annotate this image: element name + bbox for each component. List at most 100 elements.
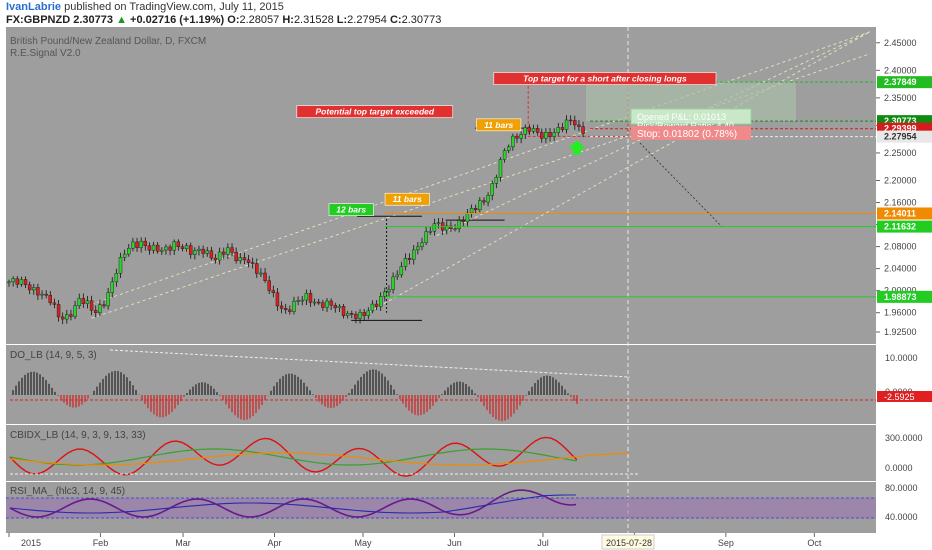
candle-down[interactable] [69, 314, 73, 317]
price-axis[interactable] [876, 27, 932, 533]
candle-up[interactable] [395, 274, 399, 278]
candle-up[interactable] [358, 312, 362, 319]
candle-down[interactable] [350, 313, 354, 315]
candle-down[interactable] [263, 272, 267, 281]
candle-up[interactable] [312, 301, 317, 304]
candle-down[interactable] [52, 302, 57, 305]
candle-down[interactable] [540, 132, 544, 139]
candle-up[interactable] [193, 250, 197, 255]
candle-up[interactable] [416, 246, 420, 251]
candle-down[interactable] [515, 135, 519, 139]
candle-up[interactable] [498, 159, 503, 178]
projection-arrow[interactable] [639, 142, 723, 228]
candle-up[interactable] [197, 248, 201, 251]
candle-up[interactable] [32, 287, 36, 291]
candle-up[interactable] [544, 132, 548, 139]
candle-up[interactable] [432, 223, 437, 232]
candle-up[interactable] [226, 247, 230, 255]
candle-down[interactable] [147, 245, 152, 251]
candle-down[interactable] [527, 127, 532, 132]
candle-up[interactable] [391, 276, 395, 290]
annotation-box[interactable] [493, 72, 717, 85]
candle-down[interactable] [560, 127, 565, 130]
candle-up[interactable] [531, 128, 536, 132]
candle-down[interactable] [317, 301, 321, 304]
candle-down[interactable] [362, 312, 366, 316]
candle-up[interactable] [139, 240, 143, 248]
candle-down[interactable] [461, 220, 465, 222]
candle-down[interactable] [81, 298, 86, 304]
candle-down[interactable] [102, 304, 106, 307]
candle-up[interactable] [556, 127, 560, 133]
candle-up[interactable] [304, 293, 309, 301]
candle-down[interactable] [407, 258, 412, 260]
candle-down[interactable] [36, 287, 40, 296]
candle-up[interactable] [164, 246, 168, 251]
candle-up[interactable] [184, 245, 189, 249]
candle-down[interactable] [535, 128, 540, 133]
candle-up[interactable] [507, 146, 511, 151]
candle-up[interactable] [172, 241, 176, 251]
candle-up[interactable] [366, 310, 371, 316]
candle-down[interactable] [568, 119, 573, 122]
candle-up[interactable] [345, 313, 350, 316]
candle-up[interactable] [11, 278, 15, 283]
candle-down[interactable] [60, 316, 65, 320]
candle-up[interactable] [110, 281, 114, 293]
candle-up[interactable] [490, 183, 494, 196]
candle-up[interactable] [436, 222, 441, 224]
candle-down[interactable] [234, 252, 238, 262]
candle-down[interactable] [143, 240, 147, 246]
candle-up[interactable] [259, 272, 263, 275]
candle-down[interactable] [308, 293, 313, 303]
candle-down[interactable] [374, 303, 379, 307]
candle-up[interactable] [469, 208, 474, 214]
candle-up[interactable] [383, 291, 387, 297]
candle-down[interactable] [329, 300, 333, 306]
candle-down[interactable] [222, 251, 226, 255]
annotation-box[interactable] [476, 118, 522, 132]
candle-up[interactable] [160, 249, 164, 252]
candle-up[interactable] [151, 244, 156, 251]
candle-down[interactable] [44, 293, 48, 296]
candle-up[interactable] [445, 225, 449, 231]
candle-down[interactable] [284, 308, 288, 311]
candle-up[interactable] [217, 251, 222, 261]
candle-down[interactable] [27, 284, 32, 291]
annotation-box[interactable] [384, 192, 430, 206]
candle-up[interactable] [428, 231, 432, 233]
candle-down[interactable] [473, 208, 478, 211]
candle-up[interactable] [65, 314, 69, 320]
target-box[interactable] [527, 78, 629, 137]
candle-up[interactable] [478, 200, 482, 211]
candle-down[interactable] [155, 244, 160, 252]
candle-up[interactable] [519, 134, 523, 139]
candle-down[interactable] [230, 247, 234, 253]
candle-up[interactable] [523, 127, 527, 135]
candle-down[interactable] [275, 292, 280, 307]
candle-down[interactable] [135, 241, 139, 248]
candle-up[interactable] [379, 296, 383, 307]
candle-up[interactable] [238, 257, 242, 262]
candle-down[interactable] [482, 200, 486, 203]
candle-up[interactable] [122, 253, 127, 258]
candle-up[interactable] [511, 135, 515, 148]
candle-up[interactable] [114, 273, 119, 283]
candle-up[interactable] [98, 304, 102, 314]
candle-up[interactable] [412, 249, 416, 260]
time-axis[interactable] [0, 533, 876, 550]
candle-up[interactable] [106, 292, 110, 307]
candle-up[interactable] [564, 119, 569, 130]
candle-down[interactable] [246, 259, 251, 263]
trendline[interactable] [362, 31, 871, 316]
candle-down[interactable] [23, 279, 28, 285]
candle-down[interactable] [321, 302, 325, 308]
candle-down[interactable] [201, 248, 205, 254]
candle-down[interactable] [48, 294, 52, 304]
candle-down[interactable] [250, 262, 255, 264]
candle-down[interactable] [189, 245, 193, 255]
candle-up[interactable] [424, 231, 428, 243]
candle-up[interactable] [118, 257, 123, 274]
candle-down[interactable] [581, 126, 585, 134]
candle-down[interactable] [176, 241, 181, 247]
